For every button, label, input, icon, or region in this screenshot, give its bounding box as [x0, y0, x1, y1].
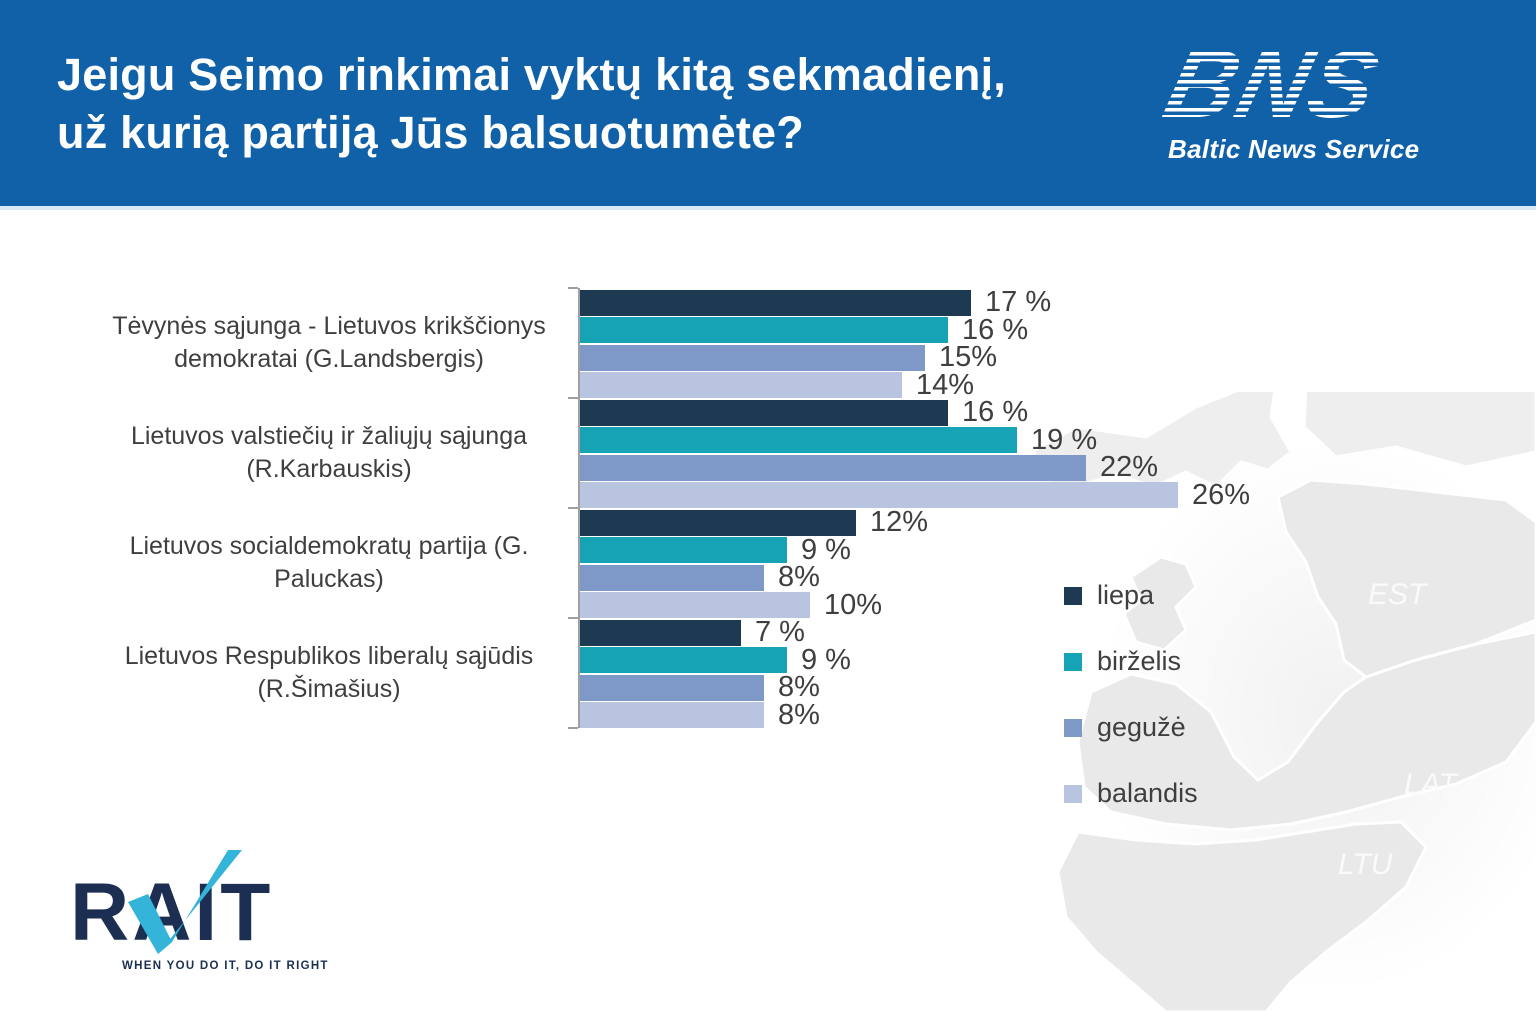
chart-group: Lietuvos valstiečių ir žaliųjų sąjunga (…	[98, 396, 1298, 511]
axis-tick	[568, 397, 578, 399]
bar-value-label: 8%	[778, 698, 820, 731]
legend-label: balandis	[1097, 778, 1198, 809]
bar-value-label: 19 %	[1031, 423, 1098, 456]
bns-logo: BNS Baltic News Service	[1148, 31, 1420, 165]
bar-value-label: 26%	[1192, 478, 1251, 511]
bar-birželis-0	[580, 317, 948, 344]
legend-label: liepa	[1097, 580, 1155, 610]
axis-tick	[568, 727, 578, 729]
chart-group: Lietuvos socialdemokratų partija (G. Pal…	[98, 506, 1298, 621]
bars-column: 7 % 9 % 8% 8%	[568, 616, 1298, 731]
bar-value-label: 14%	[916, 368, 975, 401]
map-label-ltu: LTU	[1338, 848, 1393, 881]
rait-logo-text: RAIT	[70, 867, 274, 958]
bar-value-label: 9 %	[801, 533, 851, 566]
bns-logo-text: BNS	[1154, 31, 1391, 138]
map-label-lat: LAT	[1404, 768, 1459, 801]
bar-value-label: 22%	[1100, 451, 1159, 484]
bar-birželis-3	[580, 647, 787, 674]
bar-row: 15%	[580, 341, 1298, 374]
legend-swatch-icon	[1064, 652, 1082, 671]
chart-legend: liepa birželis gegužė balandis	[1064, 580, 1198, 844]
bar-liepa-3	[580, 619, 741, 646]
bar-balandis-1	[580, 482, 1178, 509]
bar-row: 22%	[580, 451, 1298, 484]
bar-balandis-3	[580, 702, 764, 729]
header: Jeigu Seimo rinkimai vyktų kitą sekmadie…	[0, 0, 1536, 210]
bar-row: 9 %	[580, 643, 1298, 676]
rait-tagline: WHEN YOU DO IT, DO IT RIGHT	[122, 960, 329, 972]
bns-logo-letters: BNS	[1148, 31, 1397, 138]
bar-balandis-0	[580, 372, 902, 399]
bar-gegužė-1	[580, 454, 1086, 481]
bar-value-label: 16 %	[962, 396, 1029, 429]
bar-row: 19 %	[580, 423, 1298, 456]
bar-value-label: 9 %	[801, 643, 851, 676]
bar-liepa-1	[580, 399, 948, 426]
bar-row: 8%	[580, 561, 1298, 594]
bar-row: 8%	[580, 671, 1298, 704]
bars-column: 17 % 16 % 15% 14%	[568, 286, 1298, 401]
axis-tick	[568, 507, 578, 509]
bar-liepa-2	[580, 509, 856, 536]
bars-column: 16 % 19 % 22% 26%	[568, 396, 1298, 511]
bar-liepa-0	[580, 289, 971, 316]
legend-item-birželis: birželis	[1064, 646, 1198, 677]
bar-chart: Tėvynės sąjunga - Lietuvos krikščionys d…	[98, 286, 1298, 731]
bar-row: 8%	[580, 698, 1298, 731]
category-label: Lietuvos valstiečių ir žaliųjų sąjunga (…	[130, 422, 528, 483]
bar-row: 10%	[580, 588, 1298, 621]
category-label: Lietuvos Respublikos liberalų sąjūdis (R…	[124, 642, 534, 703]
legend-item-balandis: balandis	[1064, 778, 1198, 809]
bar-value-label: 8%	[778, 671, 820, 704]
category-label: Lietuvos socialdemokratų partija (G. Pal…	[129, 532, 529, 593]
map-label-est: EST	[1368, 578, 1429, 611]
chart-group: Lietuvos Respublikos liberalų sąjūdis (R…	[98, 616, 1298, 731]
bar-row: 9 %	[580, 533, 1298, 566]
legend-swatch-icon	[1064, 586, 1082, 605]
bar-value-label: 17 %	[985, 286, 1052, 319]
legend-label: gegužė	[1097, 712, 1186, 743]
bar-birželis-2	[580, 537, 787, 564]
bar-value-label: 15%	[939, 341, 998, 374]
bar-row: 12%	[580, 506, 1298, 539]
legend-swatch-icon	[1064, 784, 1082, 803]
page-title: Jeigu Seimo rinkimai vyktų kitą sekmadie…	[57, 49, 1006, 158]
legend-swatch-icon	[1064, 718, 1082, 737]
bns-logo-subtitle: Baltic News Service	[1168, 134, 1420, 165]
bar-row: 17 %	[580, 286, 1298, 319]
legend-item-liepa: liepa	[1064, 580, 1198, 611]
category-label: Tėvynės sąjunga - Lietuvos krikščionys d…	[112, 312, 546, 373]
rait-logo: RAIT WHEN YOU DO IT, DO IT RIGHT	[70, 850, 330, 992]
bar-gegužė-3	[580, 674, 764, 701]
bar-value-label: 7 %	[755, 616, 805, 649]
bar-row: 16 %	[580, 313, 1298, 346]
bar-row: 7 %	[580, 616, 1298, 649]
bar-value-label: 10%	[824, 588, 883, 621]
axis-tick	[568, 287, 578, 289]
bar-balandis-2	[580, 592, 810, 619]
bar-value-label: 12%	[870, 506, 929, 539]
bars-column: 12% 9 % 8% 10%	[568, 506, 1298, 621]
bar-row: 14%	[580, 368, 1298, 401]
legend-item-gegužė: gegužė	[1064, 712, 1198, 743]
bar-birželis-1	[580, 427, 1017, 454]
bar-row: 26%	[580, 478, 1298, 511]
legend-label: birželis	[1097, 646, 1182, 677]
bar-row: 16 %	[580, 396, 1298, 429]
bar-value-label: 16 %	[962, 313, 1029, 346]
axis-tick	[568, 617, 578, 619]
bar-gegužė-2	[580, 564, 764, 591]
bar-gegužė-0	[580, 344, 925, 371]
bar-value-label: 8%	[778, 561, 820, 594]
chart-group: Tėvynės sąjunga - Lietuvos krikščionys d…	[98, 286, 1298, 401]
